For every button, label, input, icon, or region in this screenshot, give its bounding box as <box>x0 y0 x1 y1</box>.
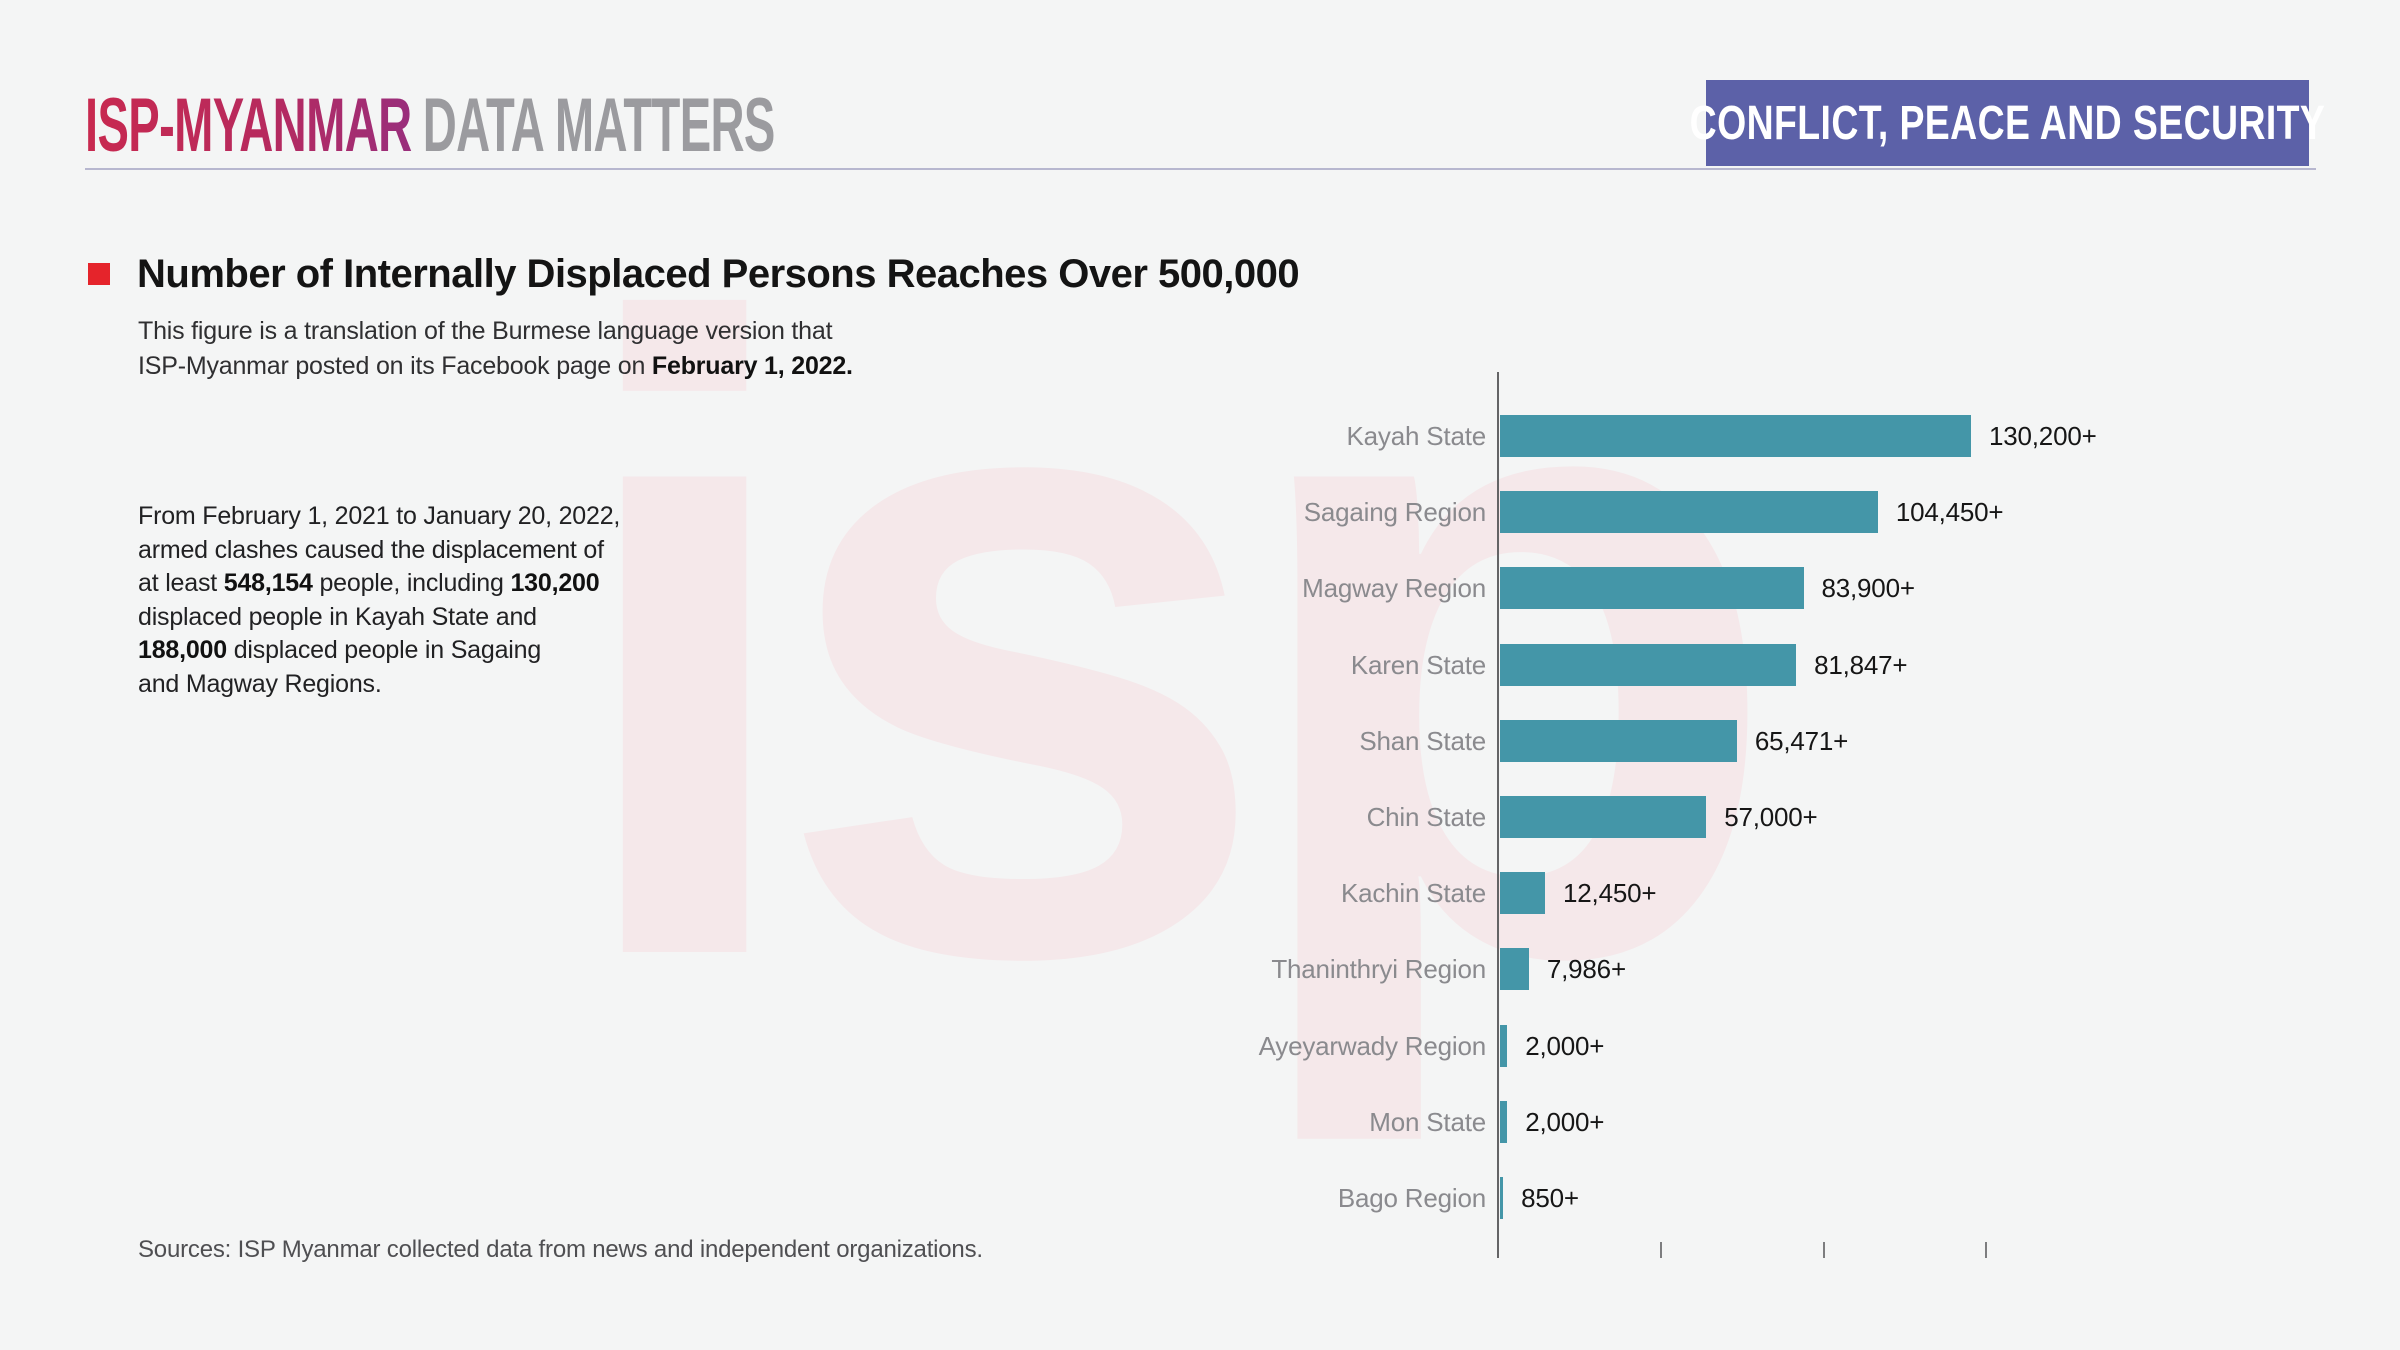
row-label: Magway Region <box>1302 573 1486 604</box>
bar <box>1500 1024 1508 1067</box>
value-label: 850+ <box>1521 1183 1579 1213</box>
axis-tick <box>1659 1242 1662 1258</box>
row-label: Thaninthryi Region <box>1271 954 1486 985</box>
header-divider <box>85 168 2316 170</box>
value-label: 130,200+ <box>1989 421 2097 451</box>
row-label: Shan State <box>1359 725 1486 756</box>
bar <box>1500 1100 1508 1143</box>
category-badge-label: CONFLICT, PEACE AND SECURITY <box>1689 96 2326 150</box>
bar <box>1500 719 1737 762</box>
bar <box>1500 643 1797 686</box>
page-title: Number of Internally Displaced Persons R… <box>137 252 1300 296</box>
row-label: Ayeyarwady Region <box>1258 1030 1487 1061</box>
chart-axis <box>1497 372 1499 1258</box>
value-label: 104,450+ <box>1895 497 2004 528</box>
subtitle: This figure is a translation of the Burm… <box>138 317 853 380</box>
bar <box>1500 872 1546 915</box>
row-label: Karen State <box>1350 649 1486 680</box>
value-label: 65,471+ <box>1754 725 1849 756</box>
brand-data-matters: DATA MATTERS <box>422 83 776 168</box>
title-bullet <box>88 263 110 285</box>
bar <box>1500 948 1529 991</box>
row-label: Chin State <box>1366 802 1487 832</box>
category-badge: CONFLICT, PEACE AND SECURITY <box>1690 80 2325 166</box>
value-label: 2,000+ <box>1525 1106 1605 1137</box>
bar <box>1500 796 1707 838</box>
summary-paragraph: From February 1, 2021 to January 20, 202… <box>138 502 621 698</box>
bar <box>1500 567 1804 610</box>
sources-note: Sources: ISP Myanmar collected data from… <box>138 1236 983 1263</box>
value-label: 12,450+ <box>1563 878 1657 909</box>
value-label: 83,900+ <box>1821 573 1916 604</box>
bar <box>1500 1177 1504 1219</box>
row-label: Bago Region <box>1337 1183 1486 1213</box>
value-label: 2,000+ <box>1525 1030 1605 1061</box>
bar <box>1500 415 1971 457</box>
brand-isp-myanmar: ISP-MYANMAR <box>85 83 412 168</box>
row-label: Kayah State <box>1346 421 1487 451</box>
value-label: 7,986+ <box>1546 954 1626 985</box>
row-label: Mon State <box>1369 1106 1486 1137</box>
bar <box>1500 491 1878 534</box>
axis-tick <box>1822 1242 1825 1258</box>
isp-watermark-logo: isp <box>560 137 1784 1143</box>
value-label: 81,847+ <box>1814 649 1908 680</box>
brand-logo: ISP-MYANMAR DATA MATTERS <box>85 84 775 168</box>
row-label: Sagaing Region <box>1303 497 1486 528</box>
value-label: 57,000+ <box>1724 802 1818 832</box>
axis-tick <box>1985 1242 1988 1258</box>
row-label: Kachin State <box>1340 878 1486 909</box>
